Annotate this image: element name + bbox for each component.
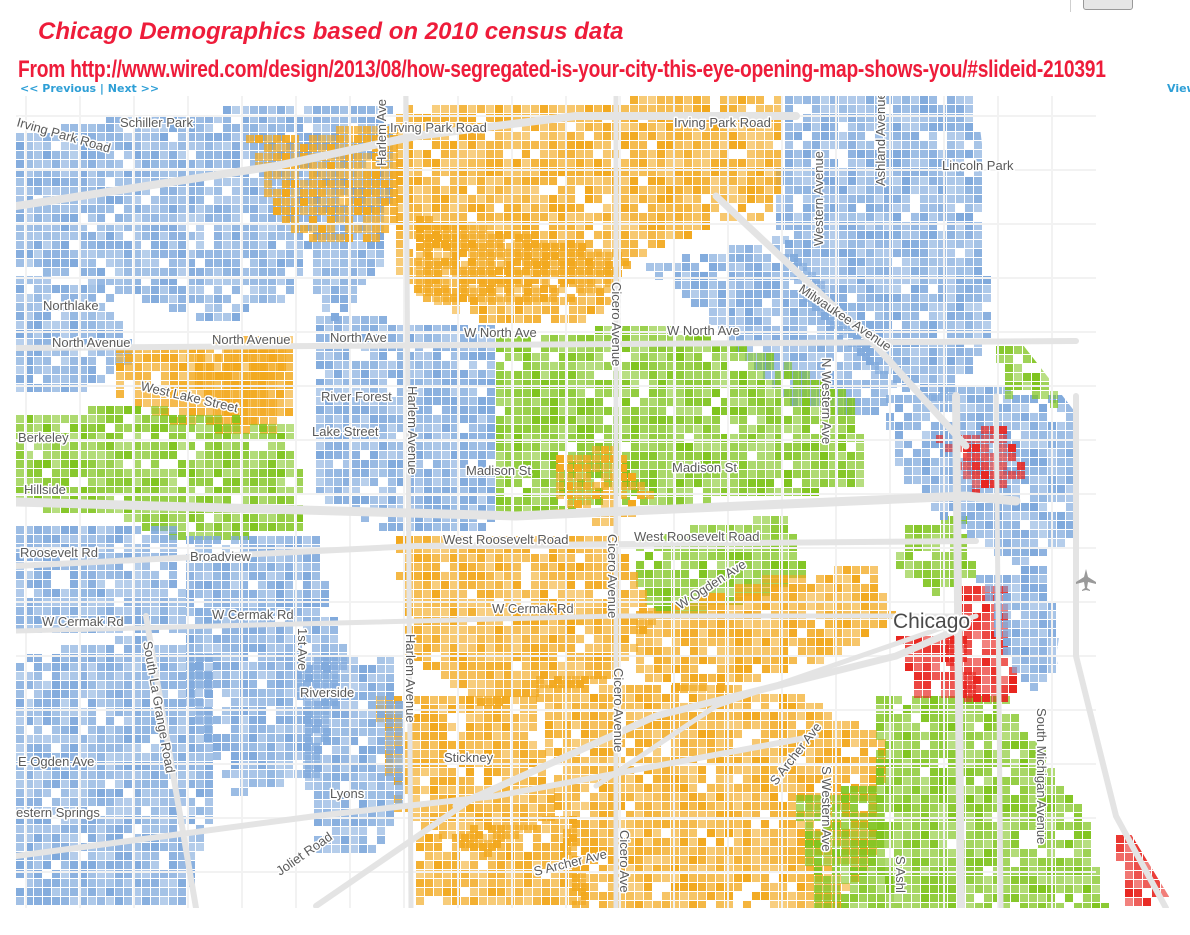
map-label-s-western-ave: S Western Ave (819, 766, 834, 852)
toolbar-divider (1070, 0, 1071, 12)
map-label-berkeley: Berkeley (18, 430, 69, 445)
page-title: Chicago Demographics based on 2010 censu… (38, 18, 624, 45)
map-label-lake-street: Lake Street (312, 424, 379, 439)
map-label-w-north-ave-2: W North Ave (667, 323, 740, 338)
population-dots (16, 96, 1190, 908)
next-link[interactable]: Next >> (107, 82, 160, 95)
map-label-n-western-ave: N Western Ave (819, 358, 834, 444)
map-label-north-ave-3: North Ave (330, 330, 387, 345)
map-label-riverside: Riverside (300, 685, 354, 700)
map-label-madison-st-2: Madison St (672, 460, 737, 475)
source-url-line: From http://www.wired.com/design/2013/08… (18, 56, 1106, 83)
map-label-cicero-avenue-low: Cicero Avenue (611, 668, 626, 752)
map-label-e-ogden-ave: E Ogden Ave (18, 754, 94, 769)
map-label-stickney: Stickney (444, 750, 494, 765)
map-label-western-springs: estern Springs (16, 805, 100, 820)
map-label-harlem-top: Harlem Ave (374, 99, 389, 166)
map-label-west-roosevelt-2: West Roosevelt Road (634, 529, 760, 544)
map-label-s-ashland: S Ashl (893, 856, 908, 893)
map-label-w-cermak-rd-2: W Cermak Rd (212, 607, 294, 622)
map-label-northlake: Northlake (43, 298, 99, 313)
nav-separator: | (96, 82, 108, 95)
map-label-south-michigan: South Michigan Avenue (1034, 708, 1049, 844)
map-label-first-ave: 1st Ave (295, 628, 310, 670)
road-network (16, 96, 1169, 908)
map-label-west-roosevelt-1: West Roosevelt Road (443, 532, 569, 547)
map-label-harlem-avenue-low: Harlem Avenue (403, 634, 418, 723)
map-label-cicero-avenue-top: Cicero Avenue (609, 282, 624, 366)
airport-icon (1076, 569, 1096, 591)
map-label-irving-park-mid: Irving Park Road (390, 120, 487, 135)
map-label-roosevelt-rd: Roosevelt Rd (20, 545, 98, 560)
map-label-madison-st-1: Madison St (466, 463, 531, 478)
view-link[interactable]: View (1167, 82, 1190, 95)
map-label-north-avenue-w: North Avenue (52, 335, 131, 350)
map-label-lyons: Lyons (330, 786, 365, 801)
dot-density-map[interactable]: Irving Park Road Schiller Park Irving Pa… (16, 96, 1190, 908)
map-label-w-cermak-rd-1: W Cermak Rd (42, 614, 124, 629)
map-label-w-north-ave-1: W North Ave (464, 325, 537, 340)
map-label-cicero-ave-bottom: Cicero Ave (617, 830, 632, 893)
map-label-western-top: Western Avenue (811, 151, 826, 246)
top-toolbar-button[interactable] (1083, 0, 1133, 10)
map-label-chicago: Chicago (893, 610, 970, 633)
map-label-harlem-avenue-mid: Harlem Avenue (405, 386, 420, 475)
map-label-w-cermak-rd-3: W Cermak Rd (492, 601, 574, 616)
map-label-hillside: Hillside (24, 482, 66, 497)
slideshow-nav: << Previous | Next >> (20, 82, 159, 95)
map-label-lincoln-park: Lincoln Park (942, 158, 1014, 173)
map-label-broadview: Broadview (190, 549, 251, 564)
map-label-ashland-top: Ashland Avenue (873, 96, 888, 186)
map-label-cicero-avenue-mid: Cicero Avenue (605, 534, 620, 618)
map-label-schiller-park: Schiller Park (120, 115, 193, 130)
map-label-river-forest: River Forest (321, 389, 392, 404)
map-label-irving-park-e: Irving Park Road (674, 115, 771, 130)
previous-link[interactable]: << Previous (20, 82, 97, 95)
map-label-north-avenue-2: North Avenue (212, 332, 291, 347)
